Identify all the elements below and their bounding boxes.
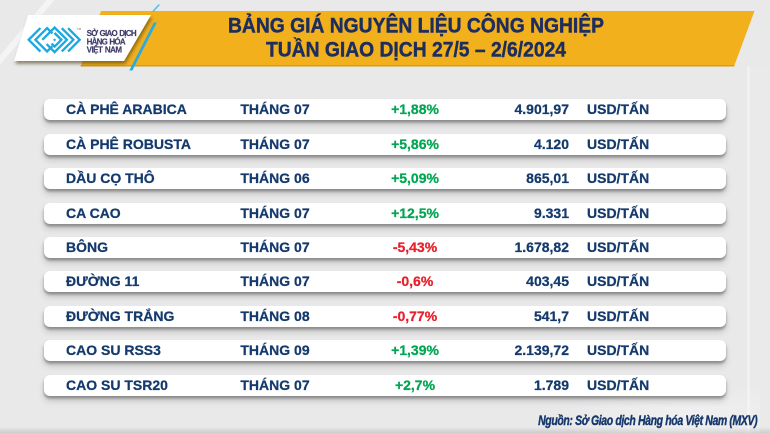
svg-text:SỞ GIAO DỊCH: SỞ GIAO DỊCH bbox=[87, 29, 137, 38]
svg-text:VIỆT NAM: VIỆT NAM bbox=[87, 45, 123, 54]
svg-text:TM: TM bbox=[77, 27, 82, 31]
svg-text:HÀNG HÓA: HÀNG HÓA bbox=[87, 38, 126, 47]
